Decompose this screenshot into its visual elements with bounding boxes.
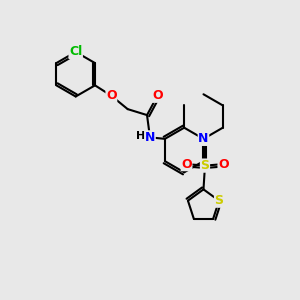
Text: O: O	[181, 158, 192, 171]
Text: N: N	[145, 131, 155, 144]
Text: O: O	[106, 89, 117, 102]
Text: S: S	[214, 194, 224, 207]
Text: H: H	[136, 131, 146, 141]
Text: N: N	[198, 132, 209, 146]
Text: S: S	[200, 159, 209, 172]
Text: O: O	[218, 158, 229, 171]
Text: O: O	[152, 89, 163, 102]
Text: Cl: Cl	[69, 45, 82, 58]
